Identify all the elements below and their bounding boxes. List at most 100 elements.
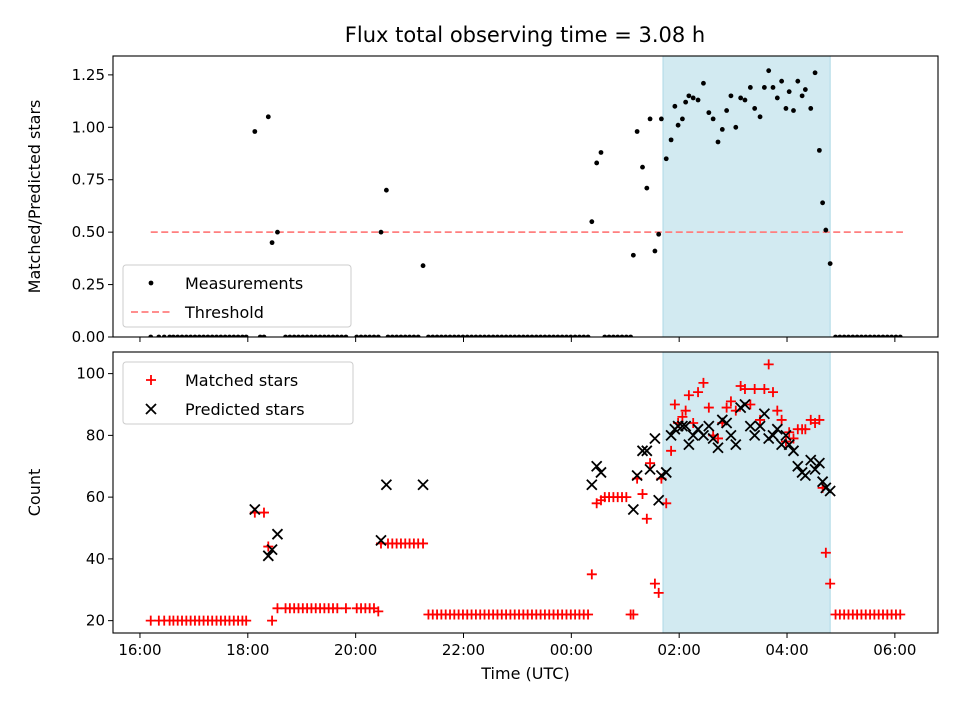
- matched-point: [776, 414, 787, 425]
- measurement-point: [770, 85, 776, 90]
- measurement-point: [240, 334, 245, 337]
- measurement-point: [402, 334, 408, 337]
- measurement-point: [630, 252, 636, 258]
- measurement-point: [893, 334, 899, 337]
- bottom-plot-area: [145, 352, 906, 633]
- measurement-point: [791, 108, 796, 113]
- bottom-panel: 16:00 18:00 20:00 22:00 00:00 02:00 04:00 06:00…: [25, 351, 939, 683]
- top-y-tick-label: 1.25: [72, 66, 105, 84]
- top-y-tick-label: 0.75: [72, 171, 105, 189]
- measurement-point: [469, 334, 474, 337]
- measurement-point: [876, 334, 882, 337]
- matched-point: [800, 424, 811, 435]
- measurement-point: [724, 108, 730, 113]
- measurement-point: [321, 334, 327, 337]
- matched-point: [895, 609, 906, 620]
- measurement-point: [833, 334, 838, 337]
- measurement-point: [183, 334, 189, 337]
- bottom-series-1: [145, 359, 906, 626]
- legend-entry-label: Predicted stars: [185, 400, 305, 419]
- measurement-point: [774, 95, 780, 101]
- measurement-point: [420, 263, 426, 269]
- measurement-point: [589, 219, 595, 225]
- measurement-point: [520, 334, 526, 337]
- predicted-point: [266, 543, 278, 556]
- bottom-y-axis-label: Count: [25, 469, 44, 517]
- top-plot-area: [148, 56, 903, 337]
- predicted-point: [787, 445, 800, 457]
- measurement-point: [231, 334, 237, 337]
- measurement-point: [546, 334, 552, 337]
- measurement-point: [628, 334, 634, 337]
- legend-matched-marker: [146, 375, 156, 385]
- matched-point: [373, 606, 384, 617]
- predicted-point: [754, 420, 766, 432]
- measurement-point: [227, 334, 232, 337]
- measurement-point: [602, 334, 608, 337]
- legend-frame: [122, 264, 352, 328]
- matched-point: [698, 377, 709, 388]
- measurement-point: [559, 334, 565, 337]
- measurement-point: [358, 334, 364, 337]
- measurement-point: [572, 334, 578, 337]
- predicted-point: [627, 503, 639, 516]
- measurement-point: [398, 334, 404, 337]
- predicted-point: [749, 429, 761, 442]
- bottom-y-tick-label: 80: [86, 426, 105, 444]
- predicted-point: [697, 429, 710, 442]
- matched-point: [267, 615, 278, 626]
- measurement-point: [564, 334, 569, 337]
- measurement-point: [214, 334, 219, 337]
- predicted-point: [720, 417, 733, 429]
- measurement-point: [170, 334, 176, 337]
- x-tick-label: 06:00: [873, 641, 916, 659]
- measurement-point: [490, 334, 496, 337]
- measurement-point: [854, 334, 860, 337]
- measurement-point: [779, 78, 785, 84]
- measurement-point: [243, 334, 249, 337]
- measurement-point: [326, 334, 332, 337]
- matched-point: [739, 384, 750, 395]
- measurement-point: [738, 95, 744, 101]
- measurement-point: [407, 334, 412, 337]
- measurement-point: [464, 334, 470, 337]
- matched-point: [768, 387, 778, 398]
- measurement-point: [658, 116, 664, 122]
- matched-point: [763, 359, 774, 370]
- matched-point: [340, 603, 351, 614]
- predicted-point: [644, 463, 656, 475]
- measurement-point: [300, 334, 306, 337]
- measurement-point: [525, 334, 531, 337]
- measurement-point: [808, 106, 814, 111]
- measurement-point: [710, 116, 716, 122]
- top-y-tick-label: 0.50: [72, 223, 105, 241]
- predicted-point: [707, 432, 719, 445]
- top-series-1: [148, 68, 903, 337]
- matched-point: [645, 458, 656, 469]
- predicted-point: [591, 460, 603, 472]
- matched-point: [713, 433, 723, 444]
- predicted-point: [758, 408, 771, 420]
- matched-point: [241, 615, 252, 626]
- measurement-point: [812, 70, 818, 76]
- measurement-point: [371, 334, 377, 337]
- measurement-point: [508, 334, 513, 337]
- predicted-point: [799, 469, 811, 482]
- predicted-point: [792, 460, 804, 472]
- matched-point: [332, 603, 343, 614]
- measurement-point: [179, 334, 185, 337]
- measurement-point: [265, 114, 271, 120]
- measurement-point: [827, 261, 833, 267]
- predicted-point: [249, 503, 261, 516]
- x-tick-label: 18:00: [226, 641, 269, 659]
- measurement-point: [871, 334, 877, 337]
- measurement-point: [859, 334, 864, 337]
- measurement-point: [415, 334, 421, 337]
- x-tick-label: 22:00: [442, 641, 485, 659]
- x-axis-label: Time (UTC): [480, 664, 569, 683]
- measurement-point: [451, 334, 457, 337]
- x-tick-label: 20:00: [334, 641, 377, 659]
- measurement-point: [486, 334, 492, 337]
- predicted-point: [725, 429, 737, 442]
- predicted-point: [417, 479, 429, 491]
